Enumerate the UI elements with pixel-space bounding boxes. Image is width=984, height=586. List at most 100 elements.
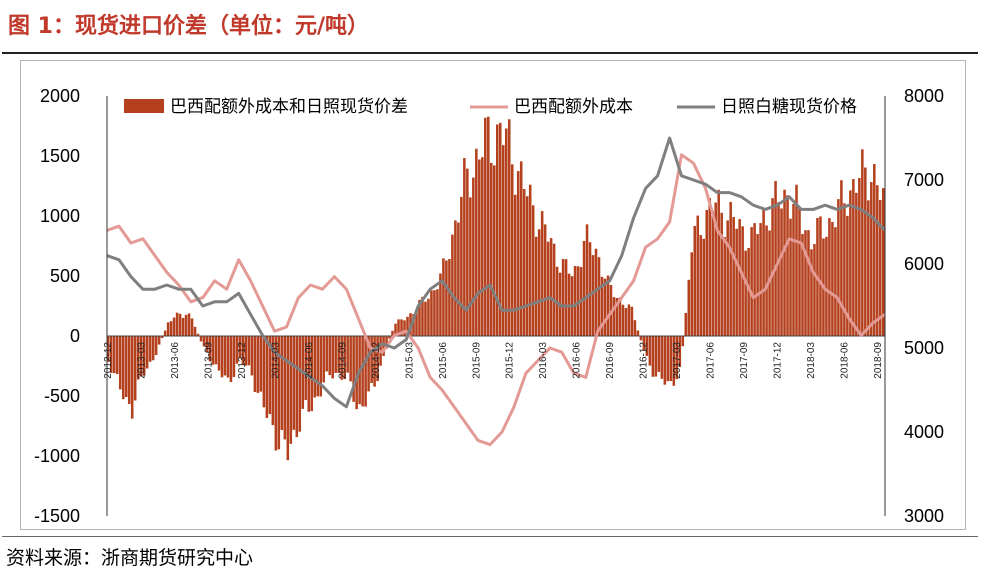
spread-bar (112, 336, 116, 374)
spread-bar (355, 336, 358, 410)
x-tick-label: 2015-03 (404, 342, 415, 379)
spread-bar (223, 336, 227, 376)
figure-title: 图 1：现货进口价差（单位：元/吨） (8, 14, 370, 39)
spread-bar (618, 297, 622, 336)
spread-bar (229, 336, 233, 383)
spread-bar (259, 336, 263, 392)
x-tick-label: 2018-06 (840, 342, 851, 379)
spread-bar (214, 336, 218, 365)
spread-bar (873, 164, 876, 336)
spread-bar (777, 202, 780, 336)
spread-bar (525, 196, 529, 336)
spread-bar (717, 189, 720, 336)
spread-bar (253, 336, 257, 393)
legend-spread-label: 巴西配额外成本和日照现货价差 (170, 97, 408, 117)
spread-bar (487, 116, 490, 336)
spread-bar (531, 205, 535, 336)
spread-bar (439, 273, 442, 336)
spread-bar (603, 278, 607, 336)
spread-bar (367, 336, 370, 392)
spread-bar (552, 243, 556, 336)
spread-bar (472, 177, 475, 336)
spread-bar (780, 208, 783, 336)
spread-bar (705, 209, 709, 336)
spread-bar (166, 322, 170, 336)
left-tick-label: -1000 (34, 446, 80, 466)
spread-bar (870, 182, 873, 336)
spread-bar (651, 336, 655, 377)
spread-bar (196, 333, 200, 336)
x-tick-label: 2016-09 (605, 342, 616, 379)
spread-bar (825, 236, 828, 336)
chart-legend: 巴西配额外成本和日照现货价差 巴西配额外成本 日照白糖现货价格 (124, 97, 857, 117)
spread-bar (879, 200, 882, 336)
spread-bar (840, 180, 843, 336)
spread-bar (163, 330, 167, 336)
spread-bar (466, 168, 469, 336)
spread-bar (394, 323, 397, 336)
spread-bar (475, 148, 478, 336)
spread-bar (543, 224, 547, 336)
spread-bar (376, 336, 379, 382)
spread-bar (331, 336, 334, 379)
spread-bar (642, 336, 646, 351)
spread-bar (421, 296, 424, 336)
spread-bar (277, 336, 281, 450)
title-rule (2, 52, 978, 54)
spread-bar (549, 238, 553, 336)
brazil-cost-line (106, 153, 886, 447)
spread-bar (190, 318, 194, 336)
spread-bar (478, 159, 481, 336)
right-tick-label: 5000 (904, 338, 944, 358)
spread-bar (534, 236, 538, 336)
source-note: 资料来源：浙商期货研究中心 (6, 547, 254, 569)
x-tick-label: 2013-03 (136, 342, 147, 379)
spread-bar (208, 336, 212, 362)
spread-bar (118, 336, 122, 390)
spread-bar (819, 216, 822, 336)
spread-bar (319, 336, 322, 397)
spread-bar (127, 336, 131, 405)
spread-bar (645, 336, 649, 356)
spread-bar (810, 249, 813, 336)
spread-bar (837, 199, 840, 336)
x-tick-label: 2014-06 (304, 342, 315, 379)
spread-bar (528, 184, 532, 336)
x-tick-label: 2016-03 (538, 342, 549, 379)
spread-bar (181, 317, 185, 336)
spread-bar (193, 326, 197, 336)
spread-bar (738, 219, 741, 336)
legend-brazil-label: 巴西配额外成本 (514, 97, 633, 117)
left-tick-label: 500 (50, 266, 80, 286)
spread-bar (702, 238, 706, 336)
spread-bar (762, 209, 765, 336)
spread-bar (304, 336, 308, 401)
spread-bar (415, 310, 418, 336)
spread-bar (663, 336, 667, 385)
spread-bar (373, 336, 376, 387)
spread-bar (516, 171, 520, 336)
spread-bar (831, 221, 834, 336)
spread-bar (498, 122, 502, 336)
spread-bar (633, 320, 637, 336)
spread-bar (148, 336, 152, 362)
left-axis-ticks: 2000 1500 1000 500 0 -500 -1000 -1500 (34, 86, 80, 526)
spread-bar (385, 336, 388, 349)
spread-bar (154, 336, 158, 356)
spread-bar (454, 220, 457, 336)
spread-bar (388, 336, 391, 339)
spread-bar (172, 317, 176, 336)
spread-bar (430, 290, 433, 336)
spread-bar (657, 336, 661, 372)
legend-bar-swatch (124, 99, 164, 113)
spread-bar (220, 336, 224, 378)
footer-rule (2, 536, 978, 537)
spread-bar (588, 242, 592, 336)
x-tick-label: 2017-06 (706, 342, 717, 379)
spread-bar (226, 336, 230, 378)
spread-bar (241, 336, 245, 365)
spread-bar (759, 223, 762, 336)
spread-bar (211, 336, 215, 365)
x-tick-label: 2017-09 (739, 342, 750, 379)
